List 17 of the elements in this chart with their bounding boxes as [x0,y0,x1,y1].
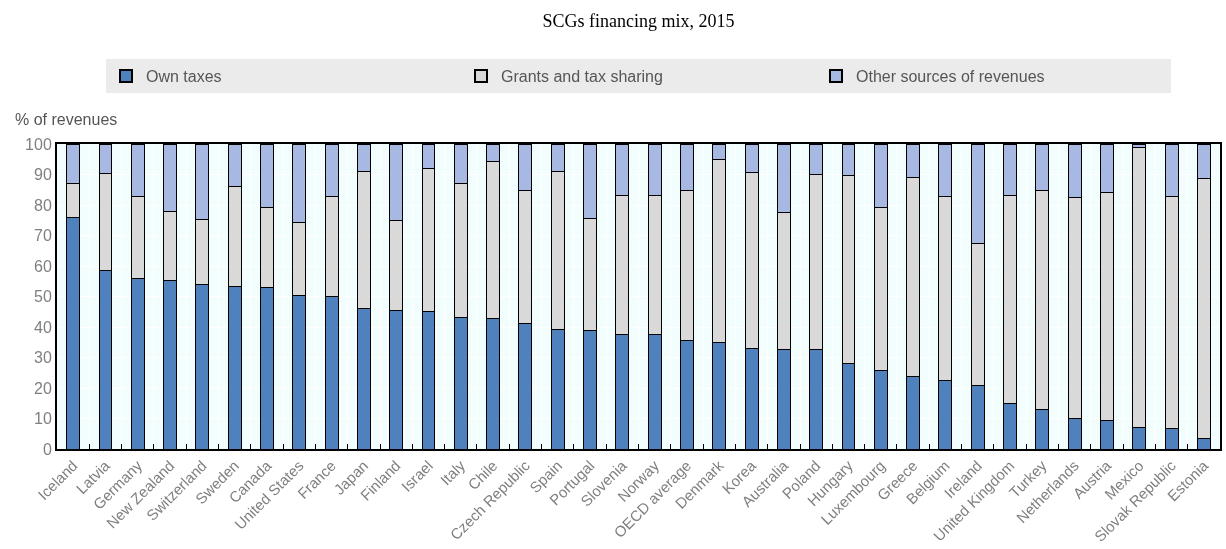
y-tick-label: 0 [42,440,52,458]
y-axis-title: % of revenues [15,111,118,128]
legend-label: Own taxes [146,68,222,86]
y-tick-label: 90 [34,166,52,184]
y-tick-label: 100 [25,135,52,153]
legend-label: Other sources of revenues [856,68,1045,86]
y-tick-label: 70 [34,227,52,245]
y-tick-label: 80 [34,196,52,214]
y-tick-label: 20 [34,379,52,397]
y-tick-label: 30 [34,349,52,367]
y-tick-label: 60 [34,257,52,275]
y-tick-label: 40 [34,318,52,336]
y-tick-label: 10 [34,410,52,428]
chart-title: SCGs financing mix, 2015 [542,10,735,31]
legend-label: Grants and tax sharing [501,68,663,86]
y-tick-label: 50 [34,288,52,306]
x-tick-label: Italy [436,456,469,489]
